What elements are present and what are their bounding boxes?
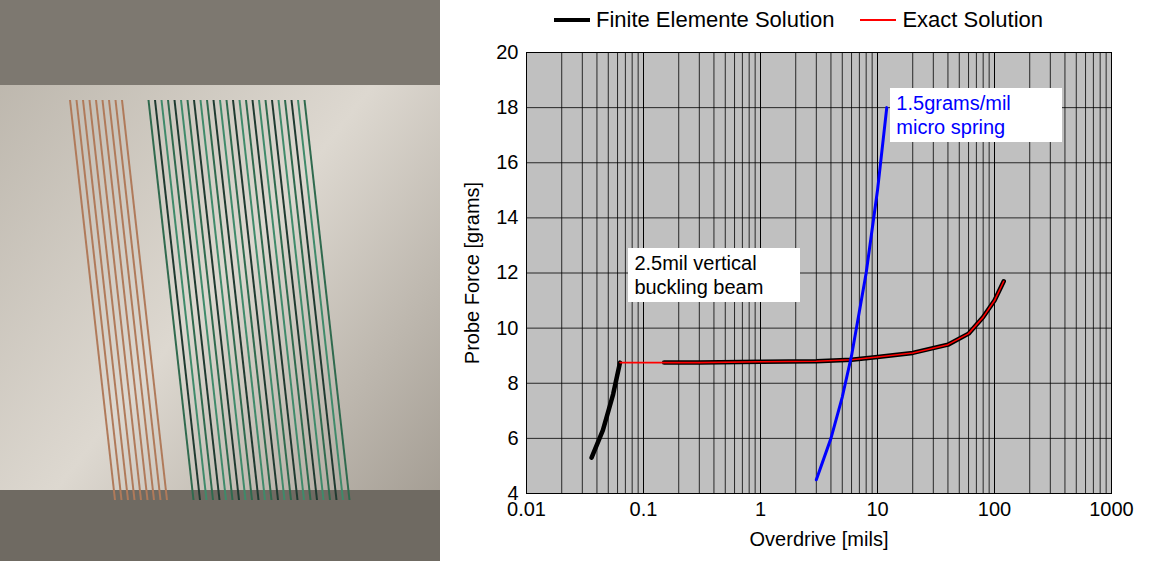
html-text:Finite Elemente Solution: Finite Elemente Solution (595, 7, 835, 32)
svg-text:Overdrive [mils]: Overdrive [mils] (750, 528, 889, 550)
svg-text:1000: 1000 (1089, 498, 1134, 520)
svg-text:0.01: 0.01 (507, 498, 546, 520)
svg-text:10: 10 (866, 498, 888, 520)
html-text:1.5grams/mil micro spring: 1.5grams/mil micro spring (896, 91, 1011, 138)
svg-text:12: 12 (496, 261, 518, 283)
svg-text:16: 16 (496, 151, 518, 173)
svg-text:20: 20 (496, 41, 518, 63)
svg-text:14: 14 (496, 206, 518, 228)
svg-text:6: 6 (507, 427, 518, 449)
svg-text:4: 4 (507, 481, 519, 504)
html-text:2.5mil vertical buckling beam: 2.5mil vertical buckling beam (634, 251, 764, 298)
svg-text:1: 1 (755, 498, 766, 520)
svg-text:0.1: 0.1 (630, 498, 658, 520)
svg-text:18: 18 (496, 96, 518, 118)
svg-text:Probe Force [grams]: Probe Force [grams] (461, 182, 483, 364)
svg-text:100: 100 (978, 498, 1011, 520)
svg-text:10: 10 (496, 317, 518, 339)
html-text:Exact Solution: Exact Solution (902, 7, 1043, 32)
svg-text:8: 8 (507, 372, 518, 394)
